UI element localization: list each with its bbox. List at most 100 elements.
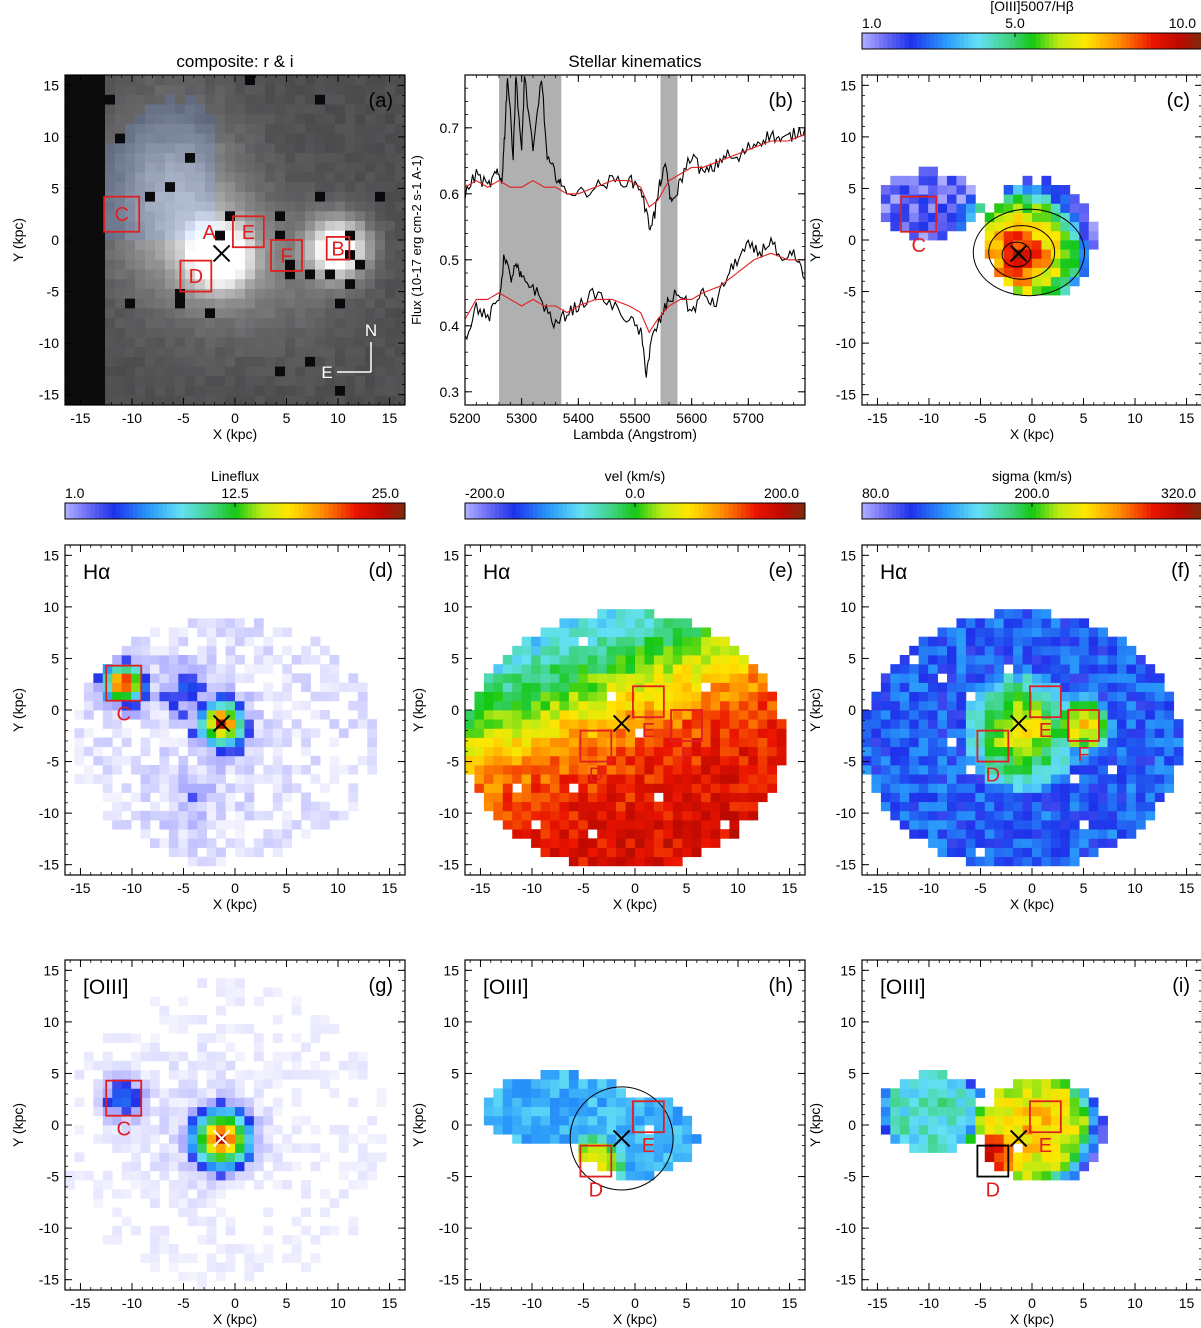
image-pixel xyxy=(245,337,256,348)
heatmap-cell xyxy=(710,829,721,839)
heatmap-cell xyxy=(357,682,368,693)
heatmap-cell xyxy=(225,755,236,766)
colorbar-segment xyxy=(362,503,368,519)
heatmap-cell xyxy=(937,627,948,638)
heatmap-cell xyxy=(112,1079,123,1089)
heatmap-cell xyxy=(521,655,532,665)
heatmap-cell xyxy=(150,1161,160,1172)
heatmap-cell xyxy=(225,978,236,988)
heatmap-cell xyxy=(767,728,778,738)
heatmap-cell xyxy=(263,691,274,702)
heatmap-cell xyxy=(216,627,226,638)
heatmap-cell xyxy=(1117,700,1127,711)
heatmap-cell xyxy=(568,636,579,647)
image-pixel xyxy=(135,230,146,241)
heatmap-cell xyxy=(672,664,683,674)
heatmap-cell xyxy=(225,719,236,729)
heatmap-cell xyxy=(720,682,730,693)
heatmap-cell xyxy=(1069,765,1080,775)
heatmap-cell xyxy=(1041,221,1052,232)
image-pixel xyxy=(355,142,366,154)
image-pixel xyxy=(295,191,306,202)
image-pixel xyxy=(195,317,206,328)
heatmap-cell xyxy=(1173,728,1184,738)
image-pixel xyxy=(395,152,406,163)
image-pixel xyxy=(115,366,126,377)
y-tick-label: -10 xyxy=(836,335,856,351)
heatmap-cell xyxy=(178,996,189,1007)
image-pixel xyxy=(355,317,366,328)
heatmap-cell xyxy=(197,1189,208,1199)
heatmap-cell xyxy=(635,673,645,683)
image-pixel xyxy=(145,84,156,95)
heatmap-cell xyxy=(512,673,523,683)
heatmap-cell xyxy=(644,664,655,674)
x-tick-label: 5 xyxy=(283,410,291,426)
heatmap-cell xyxy=(121,1125,132,1135)
heatmap-cell xyxy=(1164,737,1175,748)
x-tick-label: -5 xyxy=(177,880,190,896)
image-pixel xyxy=(105,210,116,221)
heatmap-cell xyxy=(301,673,311,683)
heatmap-cell xyxy=(225,1088,236,1098)
heatmap-cell xyxy=(74,1125,85,1135)
heatmap-cell xyxy=(937,774,948,784)
region-box-E xyxy=(1029,685,1062,719)
heatmap-cell xyxy=(587,664,598,674)
heatmap-cell xyxy=(862,719,872,729)
image-pixel xyxy=(265,337,276,348)
heatmap-cell xyxy=(899,664,910,674)
heatmap-cell xyxy=(253,847,264,858)
heatmap-cell xyxy=(178,765,189,775)
heatmap-cell xyxy=(1003,655,1014,665)
image-pixel xyxy=(205,317,216,328)
heatmap-cell xyxy=(691,755,702,766)
colorbar-segment xyxy=(618,503,623,519)
heatmap-cell xyxy=(578,627,589,638)
image-pixel xyxy=(375,94,386,105)
heatmap-cell xyxy=(550,774,560,784)
heatmap-cell xyxy=(1164,774,1175,784)
heatmap-cell xyxy=(644,627,655,638)
heatmap-cell xyxy=(1088,847,1099,858)
heatmap-cell xyxy=(1069,203,1080,213)
image-pixel xyxy=(185,181,196,192)
heatmap-cell xyxy=(178,838,189,848)
heatmap-cell xyxy=(159,719,170,729)
heatmap-cell xyxy=(282,1180,293,1190)
heatmap-cell xyxy=(83,1051,94,1062)
heatmap-cell xyxy=(909,230,920,241)
heatmap-cell xyxy=(871,700,882,711)
heatmap-cell xyxy=(965,673,976,683)
heatmap-cell xyxy=(131,682,141,693)
image-pixel xyxy=(375,259,386,270)
heatmap-cell xyxy=(720,655,730,665)
heatmap-cell xyxy=(244,1143,255,1153)
heatmap-cell xyxy=(1088,645,1099,656)
image-pixel xyxy=(115,317,126,328)
heatmap-cell xyxy=(748,783,759,793)
heatmap-cell xyxy=(168,691,179,702)
colorbar-segment xyxy=(575,503,581,519)
region-box-F xyxy=(670,709,703,742)
heatmap-cell xyxy=(131,755,141,766)
heatmap-cell xyxy=(635,737,645,748)
heatmap-cell xyxy=(483,682,494,693)
heatmap-cell xyxy=(975,700,986,711)
heatmap-cell xyxy=(502,737,513,748)
image-pixel xyxy=(345,327,356,338)
image-pixel xyxy=(135,395,146,406)
heatmap-cell xyxy=(187,618,198,628)
image-pixel xyxy=(275,75,286,86)
heatmap-cell xyxy=(206,627,217,638)
heatmap-cell xyxy=(121,1170,132,1181)
heatmap-cell xyxy=(168,1015,179,1025)
heatmap-cell xyxy=(140,673,151,683)
heatmap-cell xyxy=(606,682,617,693)
heatmap-cell xyxy=(235,1161,245,1172)
heatmap-cell xyxy=(216,978,226,988)
heatmap-cell xyxy=(272,1097,283,1108)
image-pixel xyxy=(325,113,336,124)
heatmap-cell xyxy=(984,230,995,241)
image-pixel xyxy=(155,133,166,144)
